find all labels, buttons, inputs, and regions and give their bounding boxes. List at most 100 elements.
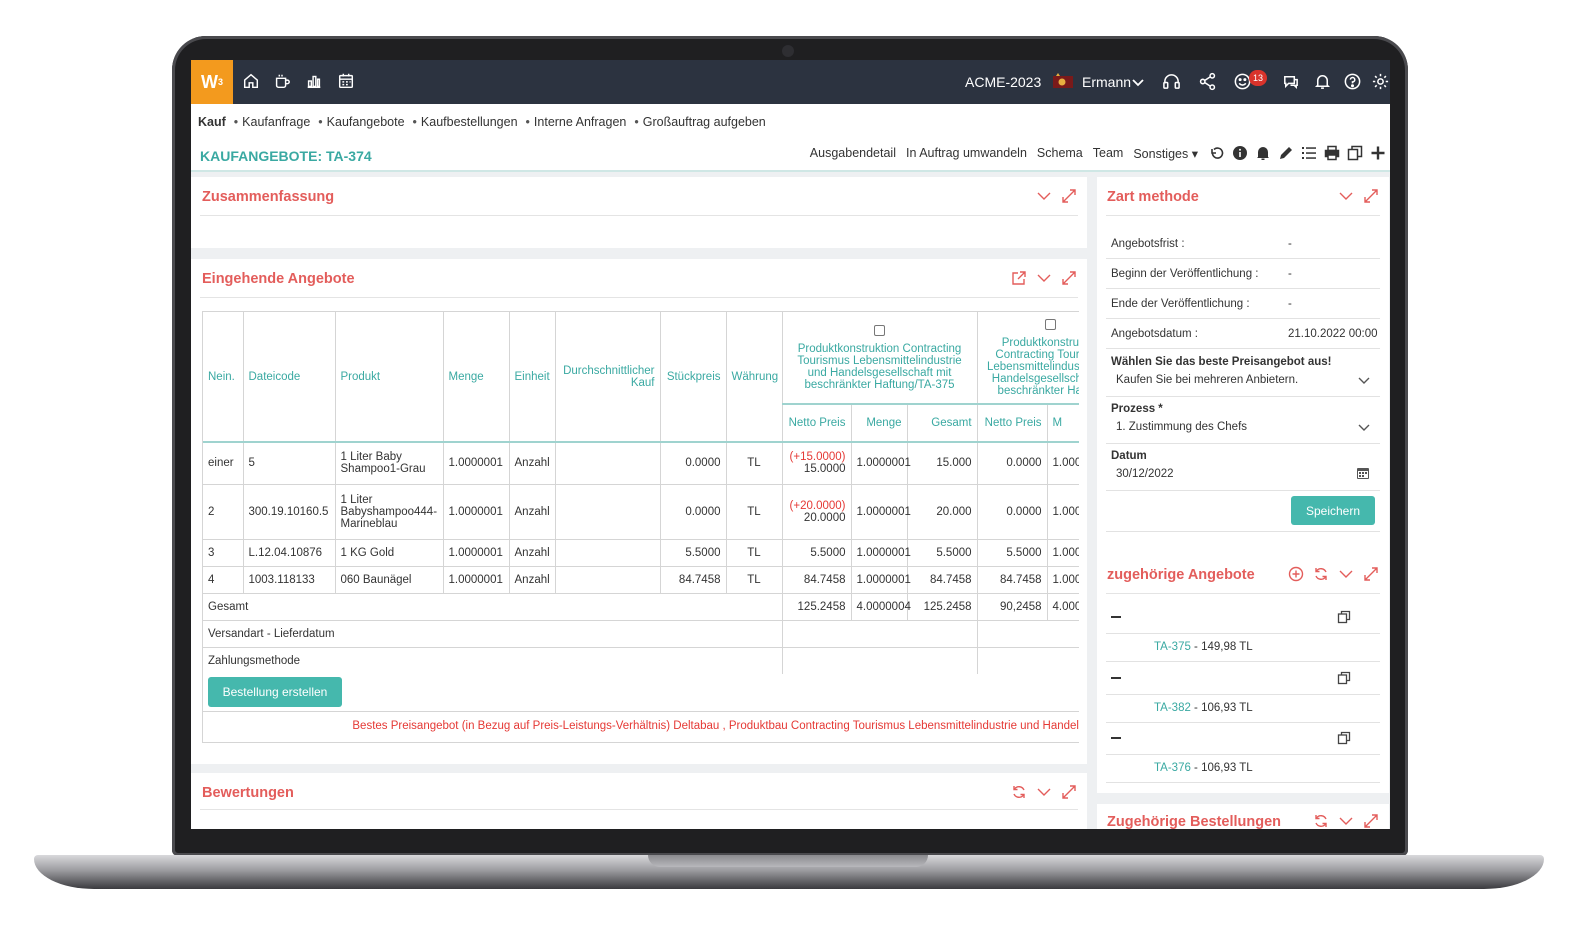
action-schema[interactable]: Schema xyxy=(1036,146,1083,160)
add-icon[interactable] xyxy=(1370,145,1386,161)
pencil-icon[interactable] xyxy=(1278,145,1294,161)
divider xyxy=(1106,593,1380,594)
date-input[interactable]: 30/12/2022 xyxy=(1116,468,1174,480)
related-offer-item[interactable]: TA-382 - 106,93 TL xyxy=(1154,702,1253,714)
calendar-icon[interactable] xyxy=(1356,466,1370,480)
add-circle-icon[interactable] xyxy=(1288,566,1304,582)
info-icon[interactable] xyxy=(1232,145,1248,161)
sub-header-net-price: Netto Preis xyxy=(782,403,852,443)
expand-icon[interactable] xyxy=(1363,188,1379,204)
info-row-offer-date: Angebotsdatum : 21.10.2022 00:00 xyxy=(1106,319,1380,349)
action-team[interactable]: Team xyxy=(1092,146,1124,160)
chevron-down-icon[interactable] xyxy=(1338,566,1354,582)
share-icon[interactable] xyxy=(1198,72,1218,92)
action-in-auftrag-umwandeln[interactable]: In Auftrag umwandeln xyxy=(905,146,1027,160)
refresh-icon[interactable] xyxy=(1313,566,1329,582)
expand-icon[interactable] xyxy=(1363,813,1379,829)
supplier-2-checkbox[interactable] xyxy=(1044,318,1056,330)
chat-icon[interactable] xyxy=(1281,72,1301,92)
col-header-unit: Einheit xyxy=(509,312,556,443)
cell-currency: TL xyxy=(726,442,783,484)
expand-icon[interactable] xyxy=(1061,784,1077,800)
list-icon[interactable] xyxy=(1301,145,1317,161)
copy-icon[interactable] xyxy=(1337,731,1351,745)
related-offer-code[interactable]: TA-382 xyxy=(1154,702,1191,714)
chevron-down-icon[interactable] xyxy=(1357,420,1371,434)
export-icon[interactable] xyxy=(1011,270,1027,286)
cell-product: 1 KG Gold xyxy=(335,538,444,566)
refresh-icon[interactable] xyxy=(1313,813,1329,829)
related-offer-item[interactable]: TA-376 - 106,93 TL xyxy=(1154,762,1253,774)
page-toolbar-icons xyxy=(1209,145,1386,161)
bell-icon[interactable] xyxy=(1255,145,1271,161)
home-icon[interactable] xyxy=(242,72,262,92)
copy-icon[interactable] xyxy=(1337,610,1351,624)
divider xyxy=(200,297,1078,298)
breadcrumb-item-grossauftrag[interactable]: Großauftrag aufgeben xyxy=(642,115,766,129)
info-value: - xyxy=(1288,298,1292,310)
language-flag-icon[interactable] xyxy=(1053,73,1073,89)
related-offer-code[interactable]: TA-375 xyxy=(1154,641,1191,653)
copy-icon[interactable] xyxy=(1337,671,1351,685)
user-menu[interactable]: Ermann xyxy=(1082,74,1132,90)
chevron-down-icon[interactable] xyxy=(1036,270,1052,286)
create-order-button[interactable]: Bestellung erstellen xyxy=(208,677,342,707)
col-header-qty: Menge xyxy=(443,312,510,443)
related-offers-icons xyxy=(1288,566,1379,582)
copy-icon[interactable] xyxy=(1347,145,1363,161)
table-row[interactable]: 3 L.12.04.10876 1 KG Gold 1.0000001 Anza… xyxy=(203,538,1079,566)
collapse-icon[interactable] xyxy=(1111,737,1121,739)
shipping-s2[interactable] xyxy=(977,619,1079,647)
best-offer-select[interactable]: Kaufen Sie bei mehreren Anbietern. xyxy=(1116,374,1299,386)
cell-s1-net: (+20.0000) 20.0000 xyxy=(782,483,852,539)
table-row[interactable]: 2 300.19.10160.5 1 Liter Babyshampoo444-… xyxy=(203,483,1079,539)
cell-qty: 1.0000001 xyxy=(443,565,510,593)
payment-s1[interactable] xyxy=(782,646,978,674)
gear-icon[interactable] xyxy=(1371,72,1390,92)
sub-header-qty: Menge xyxy=(851,403,908,443)
breadcrumb-item-interne-anfragen[interactable]: Interne Anfragen xyxy=(533,115,627,129)
breadcrumb-item-kauf[interactable]: Kauf xyxy=(198,115,226,129)
breadcrumb-item-kaufanfrage[interactable]: Kaufanfrage xyxy=(242,115,311,129)
process-select[interactable]: 1. Zustimmung des Chefs xyxy=(1116,421,1248,433)
expand-icon[interactable] xyxy=(1061,188,1077,204)
chevron-down-icon[interactable] xyxy=(1036,784,1052,800)
related-offer-code[interactable]: TA-376 xyxy=(1154,762,1191,774)
coffee-icon[interactable] xyxy=(273,72,293,92)
related-orders-title: Zugehörige Bestellungen xyxy=(1107,814,1282,829)
help-icon[interactable] xyxy=(1343,72,1363,92)
calendar-icon[interactable] xyxy=(337,72,357,92)
breadcrumb-item-kaufangebote[interactable]: Kaufangebote xyxy=(326,115,405,129)
supplier-1-checkbox[interactable] xyxy=(874,324,886,336)
related-offer-item[interactable]: TA-375 - 149,98 TL xyxy=(1154,641,1253,653)
history-icon[interactable] xyxy=(1209,145,1225,161)
chevron-down-icon[interactable] xyxy=(1338,813,1354,829)
breadcrumb-item-kaufbestellungen[interactable]: Kaufbestellungen xyxy=(420,115,518,129)
table-row[interactable]: 4 1003.118133 060 Baunägel 1.0000001 Anz… xyxy=(203,565,1079,593)
chevron-down-icon[interactable] xyxy=(1036,188,1052,204)
headset-icon[interactable] xyxy=(1162,72,1182,92)
chevron-down-icon[interactable] xyxy=(1131,75,1145,89)
action-ausgabendetail[interactable]: Ausgabendetail xyxy=(809,146,896,160)
save-button[interactable]: Speichern xyxy=(1291,496,1375,525)
collapse-icon[interactable] xyxy=(1111,616,1121,618)
print-icon[interactable] xyxy=(1324,145,1340,161)
cell-no: 2 xyxy=(203,483,244,539)
expand-icon[interactable] xyxy=(1363,566,1379,582)
bell-icon[interactable] xyxy=(1313,72,1333,92)
action-sonstiges[interactable]: Sonstiges ▾ xyxy=(1133,147,1198,161)
chevron-down-icon[interactable] xyxy=(1357,373,1371,387)
related-offers-title: zugehörige Angebote xyxy=(1107,567,1255,583)
collapse-icon[interactable] xyxy=(1111,677,1121,679)
payment-s2[interactable] xyxy=(977,646,1079,674)
chevron-down-icon[interactable] xyxy=(1338,188,1354,204)
refresh-icon[interactable] xyxy=(1011,784,1027,800)
expand-icon[interactable] xyxy=(1061,270,1077,286)
table-row[interactable]: einer 5 1 Liter Baby Shampoo1-Grau 1.000… xyxy=(203,442,1079,484)
smiley-icon[interactable] xyxy=(1233,72,1253,92)
bar-chart-icon[interactable] xyxy=(305,72,325,92)
company-name[interactable]: ACME-2023 xyxy=(965,74,1042,90)
shipping-s1[interactable] xyxy=(782,619,978,647)
